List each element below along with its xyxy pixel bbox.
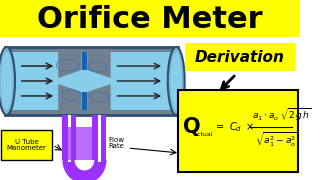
Text: U Tube
Manometer: U Tube Manometer xyxy=(7,138,47,152)
Polygon shape xyxy=(62,160,107,180)
Bar xyxy=(92,115,107,160)
Bar xyxy=(82,52,87,70)
Bar xyxy=(62,115,76,160)
Bar xyxy=(0,37,300,180)
Bar xyxy=(1,130,52,160)
Bar xyxy=(98,115,101,162)
Polygon shape xyxy=(58,84,82,110)
Ellipse shape xyxy=(1,52,12,110)
Text: Flow
Rate: Flow Rate xyxy=(108,136,124,150)
Bar xyxy=(0,0,300,37)
Text: $\mathbf{Q}$: $\mathbf{Q}$ xyxy=(182,116,200,138)
Ellipse shape xyxy=(168,47,185,115)
Bar xyxy=(82,92,87,110)
Ellipse shape xyxy=(171,52,182,110)
Polygon shape xyxy=(87,52,111,78)
Bar xyxy=(178,90,298,172)
Text: Orifice Meter: Orifice Meter xyxy=(37,4,263,33)
Bar xyxy=(5,47,178,115)
Text: $= \ C_d \ \times$: $= \ C_d \ \times$ xyxy=(214,120,254,134)
Bar xyxy=(68,115,71,162)
Bar xyxy=(68,127,96,160)
Bar xyxy=(9,52,173,110)
Text: Derivation: Derivation xyxy=(195,50,285,64)
Polygon shape xyxy=(87,84,111,110)
Bar xyxy=(185,43,295,71)
Text: $\sqrt{a_1^2 - a_o^2}$: $\sqrt{a_1^2 - a_o^2}$ xyxy=(255,131,298,149)
Polygon shape xyxy=(58,52,82,78)
Text: actual: actual xyxy=(194,132,213,136)
Ellipse shape xyxy=(0,47,15,115)
Text: $a_1 \cdot a_o \ \sqrt{2\,g\,h}$: $a_1 \cdot a_o \ \sqrt{2\,g\,h}$ xyxy=(252,107,312,123)
